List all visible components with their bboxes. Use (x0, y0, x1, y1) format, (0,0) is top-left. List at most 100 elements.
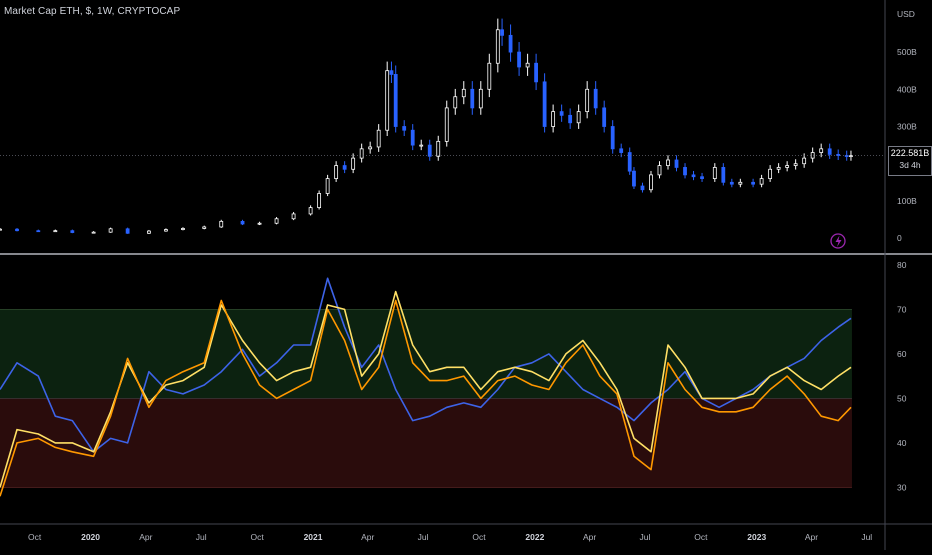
candle (683, 163, 687, 179)
price-tick-label: 100B (897, 196, 917, 206)
indicator-tick-label: 70 (897, 304, 907, 314)
candle (419, 139, 424, 151)
candle (517, 42, 521, 76)
series-line-blue (0, 277, 852, 453)
candle (721, 163, 726, 186)
candle (559, 104, 564, 122)
candle (759, 174, 764, 188)
candle (585, 81, 590, 119)
price-axis-bottom[interactable]: 30 40 50 60 70 80 (897, 260, 907, 493)
candle (568, 108, 573, 129)
bar-countdown: 3d 4h (899, 160, 921, 170)
indicator-tick-label: 50 (897, 393, 907, 403)
lightning-icon[interactable] (830, 233, 846, 249)
candle (108, 227, 113, 233)
candle (632, 167, 636, 190)
candle (610, 120, 615, 154)
candle (453, 88, 458, 115)
time-tick-label: Apr (583, 532, 596, 542)
candle (836, 149, 841, 161)
price-tick-label: 0 (897, 233, 902, 243)
candle (308, 205, 313, 216)
candle (602, 100, 607, 133)
candle (674, 155, 679, 172)
candle (551, 104, 556, 133)
candle (478, 81, 483, 115)
candle (36, 229, 41, 233)
candle (691, 170, 696, 181)
candle (793, 159, 798, 170)
candle (487, 53, 492, 98)
zone-red (0, 398, 852, 488)
time-tick-label: Jul (639, 532, 650, 542)
candle (325, 174, 330, 197)
candle (576, 104, 581, 129)
price-axis-unit: USD (897, 9, 915, 19)
time-tick-label: Oct (28, 532, 42, 542)
candle (410, 124, 415, 151)
candle (389, 61, 394, 83)
candle (768, 165, 773, 182)
candle (53, 229, 58, 233)
last-price-tag: 222.581B 3d 4h (888, 146, 932, 176)
candle (70, 229, 75, 234)
time-tick-label: Apr (139, 532, 152, 542)
candle (827, 143, 832, 159)
candle (640, 182, 645, 193)
candle (317, 190, 322, 210)
candle (712, 163, 717, 182)
candle (274, 217, 279, 225)
candle (461, 81, 466, 105)
candle (342, 161, 347, 174)
series-line-orange (0, 299, 852, 497)
candle (508, 24, 513, 62)
time-tick-label: Oct (250, 532, 264, 542)
candle (657, 161, 662, 179)
time-tick-label: Apr (805, 532, 818, 542)
candle (819, 143, 824, 158)
candle (849, 150, 853, 161)
candle (0, 227, 2, 231)
candle (534, 53, 539, 91)
candle (649, 170, 653, 193)
candle (729, 178, 734, 188)
candle (181, 227, 185, 231)
chart-legend[interactable]: Market Cap ETH, $, 1W, CRYPTOCAP (4, 6, 181, 17)
last-price-value: 222.581B (890, 148, 930, 158)
candle (202, 225, 207, 230)
indicator-tick-label: 60 (897, 349, 907, 359)
candle (257, 221, 262, 226)
time-tick-label: Oct (694, 532, 708, 542)
time-tick-label: Jul (861, 532, 872, 542)
candle (427, 139, 432, 161)
candle (125, 227, 130, 234)
candle (810, 147, 815, 163)
time-tick-label: 2021 (304, 532, 323, 542)
indicator-tick-label: 40 (897, 438, 907, 448)
indicator-zones (0, 308, 852, 488)
candle (666, 155, 670, 170)
candle (495, 18, 500, 73)
candle (351, 153, 356, 174)
candle (738, 178, 743, 188)
candle (619, 143, 624, 158)
indicator-tick-label: 80 (897, 260, 907, 270)
zone-green (0, 309, 852, 399)
indicator-tick-label: 30 (897, 482, 907, 492)
time-tick-label: 2022 (525, 532, 544, 542)
price-tick-label: 500B (897, 47, 917, 57)
candle (627, 147, 632, 175)
candle (500, 18, 504, 46)
candle (700, 172, 704, 182)
candle (147, 229, 151, 234)
candle (402, 120, 407, 136)
time-axis[interactable]: Oct 2020 Apr Jul Oct 2021 Apr Jul Oct 2022 Apr Jul O… (28, 532, 872, 542)
candle (91, 231, 96, 234)
candle (376, 124, 381, 152)
candle (164, 228, 168, 232)
candle (334, 161, 339, 182)
candle (444, 100, 449, 147)
candle (240, 219, 245, 226)
